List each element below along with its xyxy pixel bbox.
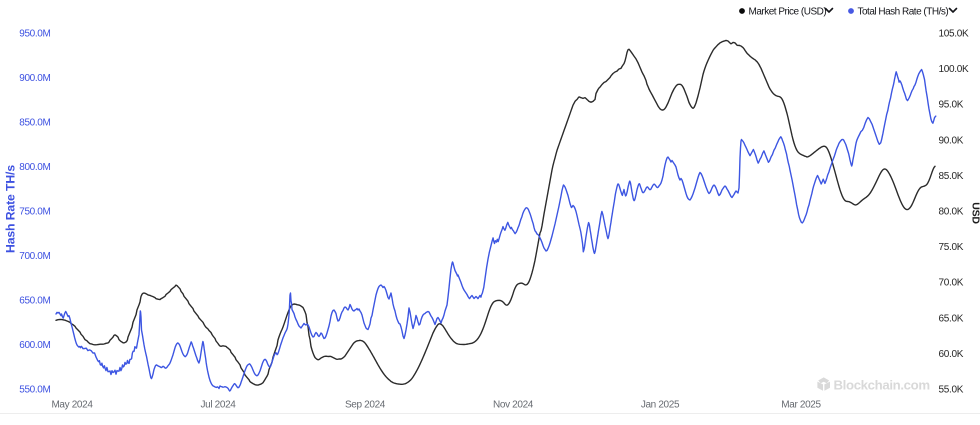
svg-text:May 2024: May 2024 [51,400,93,411]
svg-text:95.0K: 95.0K [939,100,964,111]
svg-text:800.0M: 800.0M [19,162,50,173]
svg-text:750.0M: 750.0M [19,207,50,218]
svg-text:Jan 2025: Jan 2025 [641,400,680,411]
svg-text:Market Price (USD): Market Price (USD) [749,7,827,18]
svg-text:Jul 2024: Jul 2024 [200,400,236,411]
svg-text:Hash Rate TH/s: Hash Rate TH/s [4,165,18,253]
svg-text:85.0K: 85.0K [939,171,964,182]
svg-text:Mar 2025: Mar 2025 [781,400,821,411]
svg-text:105.0K: 105.0K [939,29,970,40]
svg-text:USD: USD [970,202,980,224]
svg-text:55.0K: 55.0K [939,385,964,396]
svg-text:65.0K: 65.0K [939,313,964,324]
svg-text:60.0K: 60.0K [939,349,964,360]
svg-text:Blockchain.com: Blockchain.com [834,378,930,393]
svg-text:600.0M: 600.0M [19,340,50,351]
svg-text:80.0K: 80.0K [939,207,964,218]
svg-text:100.0K: 100.0K [939,64,970,75]
svg-text:850.0M: 850.0M [19,118,50,129]
svg-text:Nov 2024: Nov 2024 [493,400,534,411]
svg-text:650.0M: 650.0M [19,296,50,307]
svg-text:75.0K: 75.0K [939,242,964,253]
svg-text:90.0K: 90.0K [939,135,964,146]
svg-text:70.0K: 70.0K [939,278,964,289]
svg-text:900.0M: 900.0M [19,73,50,84]
svg-text:Sep 2024: Sep 2024 [345,400,386,411]
svg-text:700.0M: 700.0M [19,251,50,262]
svg-text:550.0M: 550.0M [19,385,50,396]
svg-text:Total Hash Rate (TH/s): Total Hash Rate (TH/s) [858,7,949,18]
svg-text:950.0M: 950.0M [19,29,50,40]
